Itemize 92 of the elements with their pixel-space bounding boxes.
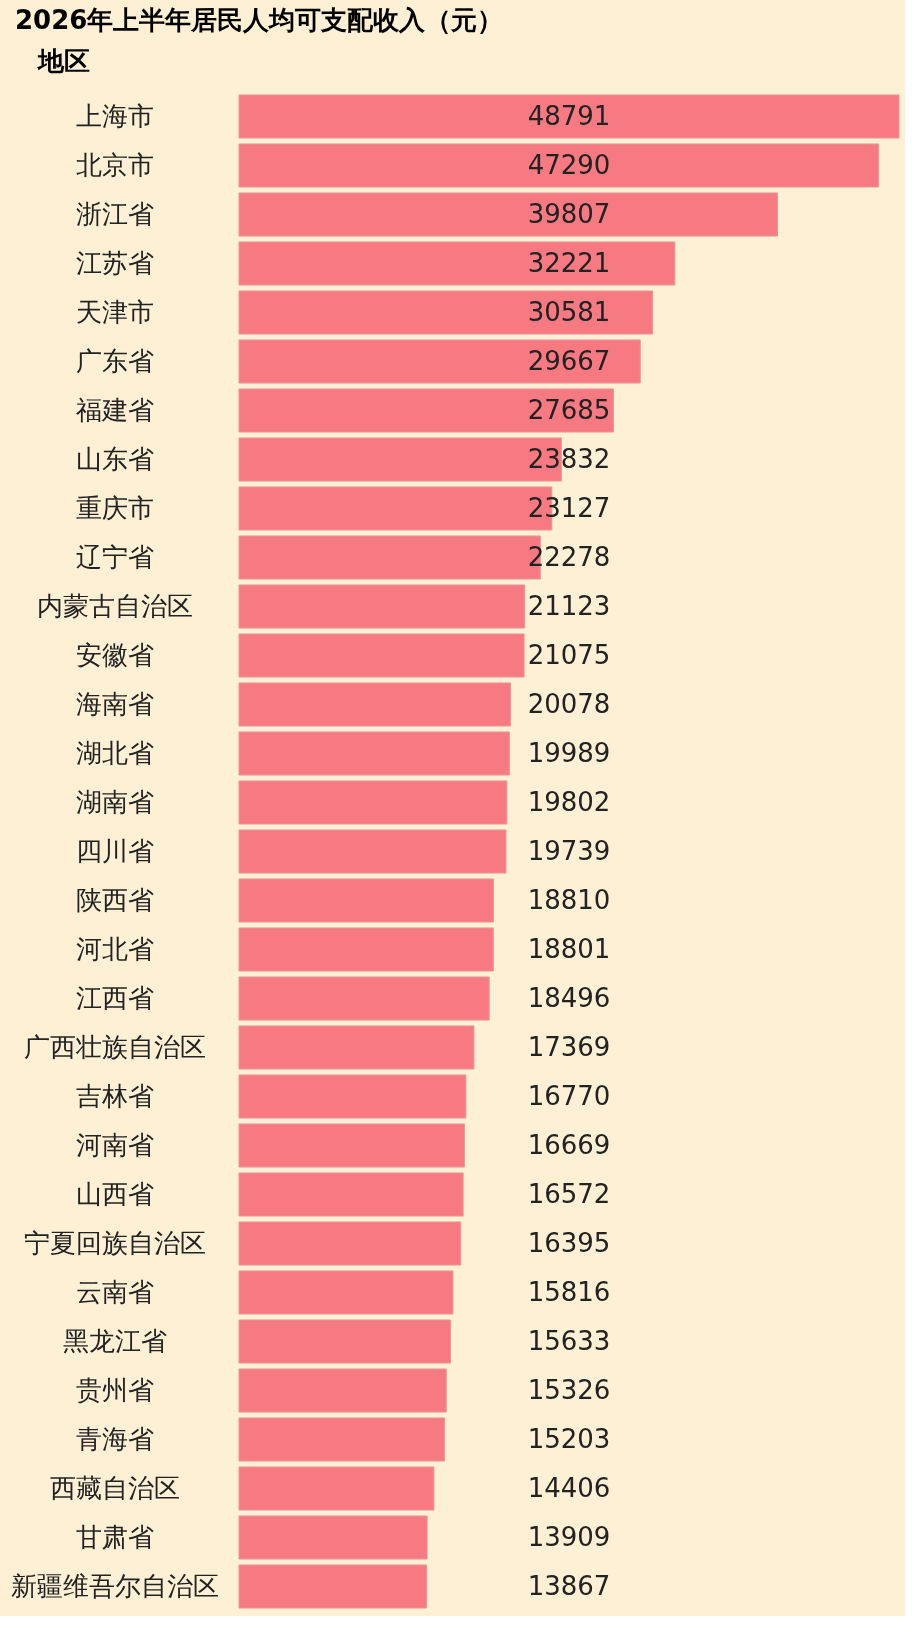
y-tick-label: 江苏省 bbox=[75, 247, 154, 278]
bar bbox=[238, 633, 525, 678]
data-label: 17369 bbox=[527, 1031, 611, 1062]
bar bbox=[238, 731, 510, 776]
data-label: 15633 bbox=[527, 1325, 611, 1356]
data-label: 19989 bbox=[527, 737, 611, 768]
y-tick-label: 贵州省 bbox=[75, 1374, 154, 1405]
y-tick-label: 黑龙江省 bbox=[62, 1325, 167, 1356]
y-tick-label: 广西壮族自治区 bbox=[23, 1031, 206, 1062]
y-tick-label: 河北省 bbox=[75, 933, 154, 964]
data-label: 16669 bbox=[527, 1129, 611, 1160]
data-label: 48791 bbox=[527, 100, 611, 131]
bar bbox=[238, 1466, 435, 1511]
bar bbox=[238, 1270, 454, 1315]
y-tick-label: 上海市 bbox=[75, 100, 154, 131]
bar bbox=[238, 1025, 475, 1070]
bar bbox=[238, 1368, 447, 1413]
data-label: 16572 bbox=[527, 1178, 611, 1209]
data-label: 47290 bbox=[527, 149, 611, 180]
y-tick-label: 湖北省 bbox=[75, 737, 154, 768]
data-label: 29667 bbox=[527, 345, 611, 376]
data-label: 18496 bbox=[527, 982, 611, 1013]
data-label: 21123 bbox=[527, 590, 611, 621]
bar bbox=[238, 1564, 428, 1609]
y-tick-label: 河南省 bbox=[75, 1129, 154, 1160]
data-label: 19802 bbox=[527, 786, 611, 817]
data-label: 30581 bbox=[527, 296, 611, 327]
y-tick-label: 安徽省 bbox=[75, 639, 154, 670]
y-tick-label: 重庆市 bbox=[75, 492, 154, 523]
bar bbox=[238, 878, 494, 923]
y-tick-label: 云南省 bbox=[75, 1276, 154, 1307]
y-tick-label: 天津市 bbox=[75, 296, 154, 327]
bar bbox=[238, 192, 778, 237]
y-tick-label: 甘肃省 bbox=[75, 1521, 154, 1552]
bar bbox=[238, 1221, 462, 1266]
chart-title: 2026年上半年居民人均可支配收入（元） bbox=[15, 5, 504, 35]
bar bbox=[238, 780, 508, 825]
bar bbox=[238, 290, 654, 335]
y-tick-label: 新疆维吾尔自治区 bbox=[10, 1570, 219, 1601]
y-tick-label: 吉林省 bbox=[75, 1080, 154, 1111]
data-label: 15326 bbox=[527, 1374, 611, 1405]
bar bbox=[238, 1123, 465, 1168]
data-label: 27685 bbox=[527, 394, 611, 425]
bar bbox=[238, 829, 507, 874]
y-tick-label: 西藏自治区 bbox=[49, 1472, 180, 1503]
bar bbox=[238, 241, 676, 286]
y-tick-label: 青海省 bbox=[75, 1423, 154, 1454]
data-label: 14406 bbox=[527, 1472, 611, 1503]
bar bbox=[238, 682, 512, 727]
data-label: 18801 bbox=[527, 933, 611, 964]
bar bbox=[238, 1074, 467, 1119]
y-tick-label: 北京市 bbox=[75, 149, 154, 180]
y-tick-label: 四川省 bbox=[75, 835, 154, 866]
data-label: 32221 bbox=[527, 247, 611, 278]
bar bbox=[238, 143, 880, 188]
data-label: 16770 bbox=[527, 1080, 611, 1111]
bar bbox=[238, 1319, 451, 1364]
y-tick-label: 山西省 bbox=[75, 1178, 154, 1209]
data-label: 23127 bbox=[527, 492, 611, 523]
y-tick-label: 宁夏回族自治区 bbox=[23, 1227, 206, 1258]
data-label: 22278 bbox=[527, 541, 611, 572]
bar bbox=[238, 1172, 464, 1217]
data-label: 19739 bbox=[527, 835, 611, 866]
y-tick-label: 海南省 bbox=[75, 688, 154, 719]
y-tick-label: 浙江省 bbox=[75, 198, 154, 229]
bar bbox=[238, 94, 900, 139]
data-label: 39807 bbox=[527, 198, 611, 229]
data-label: 18810 bbox=[527, 884, 611, 915]
data-label: 23832 bbox=[527, 443, 611, 474]
bar bbox=[238, 388, 614, 433]
y-tick-label: 广东省 bbox=[75, 345, 154, 376]
bar bbox=[238, 976, 490, 1021]
data-label: 20078 bbox=[527, 688, 611, 719]
data-label: 15203 bbox=[527, 1423, 611, 1454]
y-tick-label: 福建省 bbox=[75, 394, 154, 425]
y-tick-label: 山东省 bbox=[75, 443, 154, 474]
bar bbox=[238, 1417, 446, 1462]
y-tick-label: 辽宁省 bbox=[75, 541, 154, 572]
data-label: 13909 bbox=[527, 1521, 611, 1552]
data-label: 21075 bbox=[527, 639, 611, 670]
y-tick-label: 陕西省 bbox=[75, 884, 154, 915]
data-label: 13867 bbox=[527, 1570, 611, 1601]
y-tick-label: 湖南省 bbox=[75, 786, 154, 817]
y-tick-label: 江西省 bbox=[75, 982, 154, 1013]
data-label: 15816 bbox=[527, 1276, 611, 1307]
bar bbox=[238, 1515, 428, 1560]
data-label: 16395 bbox=[527, 1227, 611, 1258]
y-tick-label: 内蒙古自治区 bbox=[36, 590, 193, 621]
y-axis-title: 地区 bbox=[36, 45, 90, 76]
bar bbox=[238, 927, 494, 972]
bar bbox=[238, 584, 526, 629]
bar bbox=[238, 339, 641, 384]
